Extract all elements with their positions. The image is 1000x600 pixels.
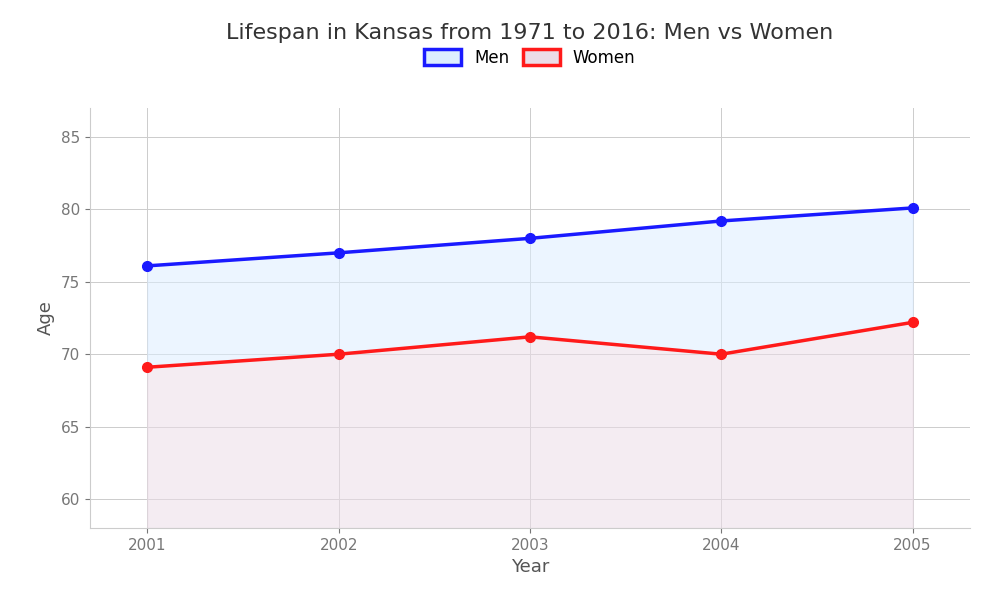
X-axis label: Year: Year — [511, 558, 549, 576]
Title: Lifespan in Kansas from 1971 to 2016: Men vs Women: Lifespan in Kansas from 1971 to 2016: Me… — [226, 23, 834, 43]
Legend: Men, Women: Men, Women — [424, 49, 636, 67]
Y-axis label: Age: Age — [37, 301, 55, 335]
